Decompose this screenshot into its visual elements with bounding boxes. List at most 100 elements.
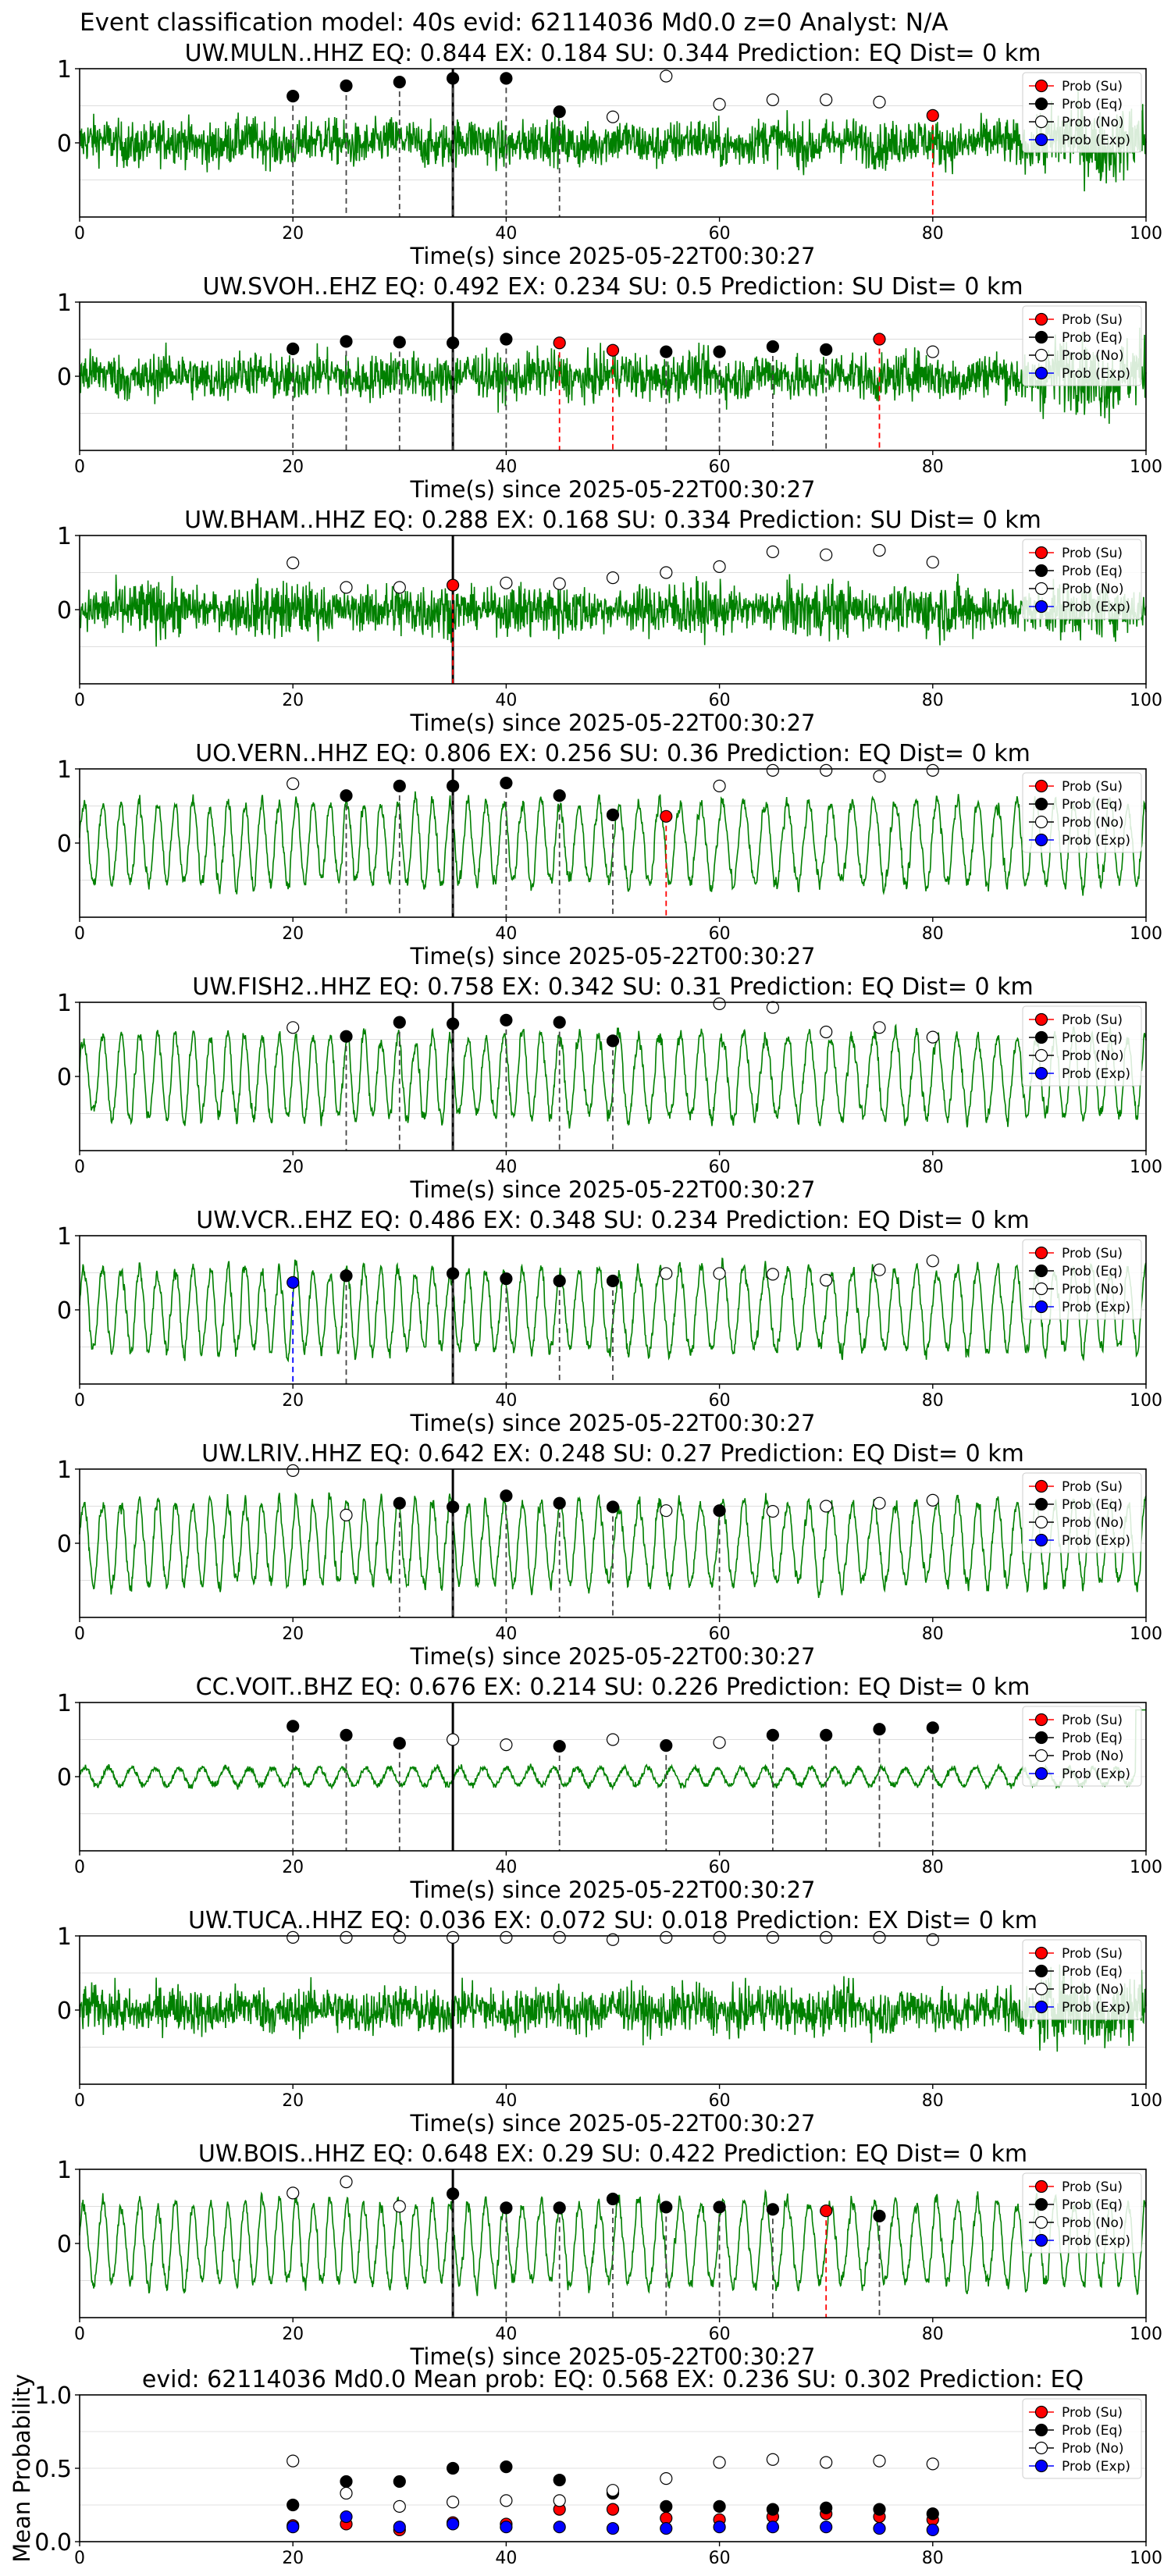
legend-marker-exp — [1034, 133, 1048, 147]
prob-marker-eq — [393, 1496, 406, 1510]
x-tick-label: 0 — [74, 2325, 85, 2344]
prob-marker-eq — [606, 1500, 620, 1514]
legend-label: Prob (Su) — [1062, 1713, 1123, 1728]
prob-marker-eq — [287, 90, 300, 103]
legend-marker-eq — [1034, 1731, 1048, 1745]
mean-marker-exp — [553, 2521, 566, 2534]
x-tick-label: 20 — [282, 457, 304, 477]
station-panel-uw-svoh--ehz: UW.SVOH..EHZ EQ: 0.492 EX: 0.234 SU: 0.5… — [57, 273, 1162, 503]
prob-marker-no — [340, 2176, 353, 2189]
waveform-trace — [79, 1964, 1147, 2052]
legend-label: Prob (No) — [1062, 1515, 1124, 1531]
prob-marker-no — [553, 1930, 566, 1944]
panel-title: evid: 62114036 Md0.0 Mean prob: EQ: 0.56… — [142, 2366, 1084, 2393]
prob-marker-no — [713, 1930, 726, 1944]
x-axis-label: Time(s) since 2025-05-22T00:30:27 — [410, 710, 816, 736]
prob-marker-su — [820, 2204, 833, 2218]
prob-marker-no — [500, 576, 513, 589]
prob-marker-no — [606, 1733, 620, 1746]
legend-label: Prob (Eq) — [1062, 564, 1123, 579]
legend-label: Prob (No) — [1062, 1282, 1124, 1297]
prob-marker-no — [926, 1493, 939, 1507]
prob-marker-su — [660, 809, 673, 823]
station-panel-uw-vcr--ehz: UW.VCR..EHZ EQ: 0.486 EX: 0.348 SU: 0.23… — [57, 1207, 1162, 1436]
legend-label: Prob (No) — [1062, 1749, 1124, 1764]
x-tick-label: 40 — [495, 224, 517, 244]
x-tick-label: 80 — [922, 1158, 944, 1177]
prob-marker-eq — [500, 1013, 513, 1026]
prob-marker-eq — [606, 2192, 620, 2206]
mean-marker-exp — [713, 2521, 726, 2534]
mean-marker-eq — [660, 2500, 673, 2513]
x-tick-label: 100 — [1130, 224, 1162, 244]
legend-marker-su — [1034, 1479, 1048, 1493]
prob-marker-no — [287, 1021, 300, 1034]
x-tick-label: 60 — [709, 924, 731, 944]
y-tick-label: 0 — [57, 1531, 72, 1558]
legend: Prob (Su) Prob (Eq) Prob (No) Prob (Exp) — [1022, 305, 1142, 386]
x-tick-label: 80 — [922, 1391, 944, 1411]
panel-title: UW.TUCA..HHZ EQ: 0.036 EX: 0.072 SU: 0.0… — [188, 1907, 1038, 1934]
prob-marker-no — [926, 1254, 939, 1268]
x-tick-label: 40 — [495, 1858, 517, 1877]
prob-marker-no — [873, 1930, 886, 1944]
mean-marker-eq — [873, 2503, 886, 2516]
legend-label: Prob (No) — [1062, 1048, 1124, 1064]
legend-label: Prob (Exp) — [1062, 366, 1130, 382]
x-tick-label: 0 — [74, 691, 85, 710]
x-axis-label: Time(s) since 2025-05-22T00:30:27 — [410, 943, 816, 970]
panel-title: CC.VOIT..BHZ EQ: 0.676 EX: 0.214 SU: 0.2… — [196, 1674, 1030, 1701]
legend-marker-exp — [1034, 833, 1048, 847]
mean-marker-exp — [340, 2510, 353, 2524]
station-panel-uw-bois--hhz: UW.BOIS..HHZ EQ: 0.648 EX: 0.29 SU: 0.42… — [57, 2140, 1162, 2370]
prob-marker-no — [660, 69, 673, 83]
legend: Prob (Su) Prob (Eq) Prob (No) Prob (Exp) — [1022, 72, 1142, 153]
legend-marker-eq — [1034, 2423, 1048, 2437]
x-tick-label: 60 — [709, 691, 731, 710]
prob-marker-no — [287, 2186, 300, 2200]
mean-marker-exp — [873, 2521, 886, 2535]
y-tick-label: 1 — [57, 290, 72, 317]
prob-marker-no — [713, 1267, 726, 1280]
prob-marker-su — [446, 578, 460, 592]
legend: Prob (Su) Prob (Eq) Prob (No) Prob (Exp) — [1022, 1472, 1142, 1553]
x-tick-label: 40 — [495, 2325, 517, 2344]
legend-label: Prob (No) — [1062, 582, 1124, 597]
legend-label: Prob (Exp) — [1062, 2233, 1130, 2249]
panel-title: UW.BHAM..HHZ EQ: 0.288 EX: 0.168 SU: 0.3… — [184, 507, 1041, 534]
prob-marker-eq — [446, 779, 460, 792]
prob-marker-no — [926, 556, 939, 569]
x-tick-label: 60 — [709, 1624, 731, 1644]
legend: Prob (Su) Prob (Eq) Prob (No) Prob (Exp) — [1022, 539, 1142, 620]
prob-marker-no — [287, 1464, 300, 1478]
x-tick-label: 60 — [709, 1391, 731, 1411]
prob-marker-no — [606, 1933, 620, 1946]
prob-marker-eq — [766, 2203, 780, 2216]
legend-marker-no — [1034, 1749, 1048, 1763]
y-axis-label: Mean Probability — [9, 2374, 35, 2563]
prob-marker-eq — [340, 1728, 353, 1742]
legend-label: Prob (Exp) — [1062, 1300, 1130, 1315]
prob-marker-eq — [340, 789, 353, 802]
station-panel-uw-bham--hhz: UW.BHAM..HHZ EQ: 0.288 EX: 0.168 SU: 0.3… — [57, 507, 1162, 736]
x-tick-label: 60 — [709, 1858, 731, 1877]
station-panel-uw-tuca--hhz: UW.TUCA..HHZ EQ: 0.036 EX: 0.072 SU: 0.0… — [57, 1907, 1162, 2137]
legend-marker-no — [1034, 1048, 1048, 1062]
prob-marker-no — [766, 1001, 780, 1014]
prob-marker-no — [873, 543, 886, 557]
prob-marker-no — [340, 581, 353, 594]
prob-marker-no — [606, 571, 620, 585]
legend-marker-exp — [1034, 366, 1048, 380]
x-tick-label: 60 — [709, 2549, 731, 2568]
prob-marker-no — [820, 1273, 833, 1287]
prob-marker-no — [287, 1930, 300, 1944]
x-tick-label: 40 — [495, 924, 517, 944]
mean-marker-eq — [926, 2507, 939, 2521]
x-tick-label: 0 — [74, 2091, 85, 2111]
y-tick-label: 1 — [57, 1223, 72, 1251]
prob-marker-eq — [340, 1269, 353, 1283]
prob-marker-no — [660, 1267, 673, 1280]
mean-marker-su — [606, 2503, 620, 2516]
x-tick-label: 40 — [495, 2549, 517, 2568]
legend-box — [1022, 1472, 1142, 1553]
